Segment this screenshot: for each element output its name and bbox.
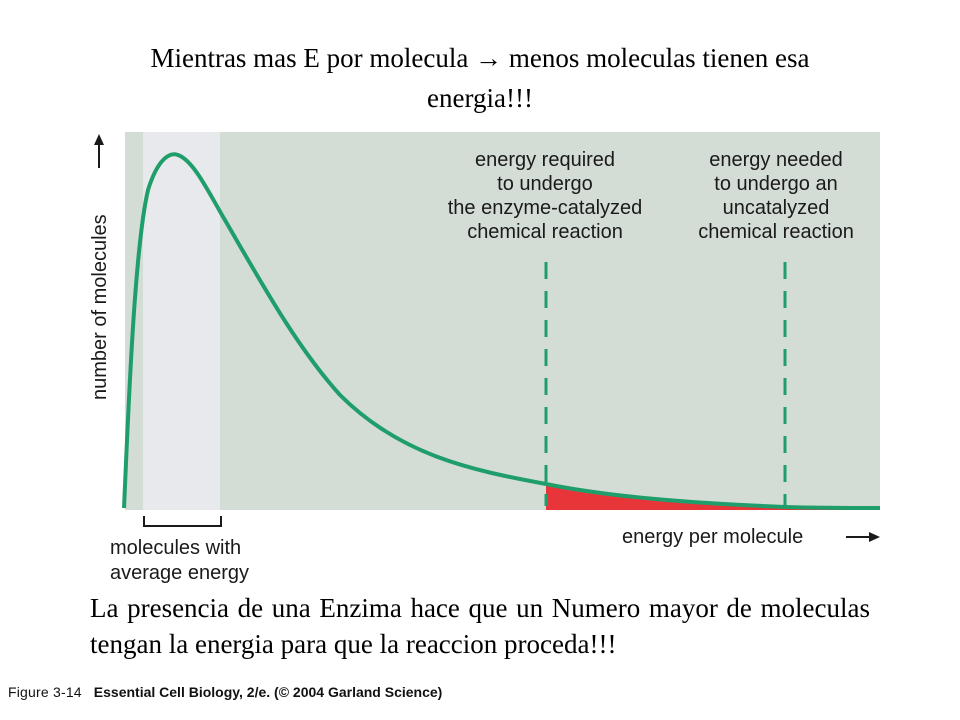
y-axis-label: number of molecules bbox=[89, 214, 111, 400]
x-axis-label: energy per molecule bbox=[622, 526, 803, 548]
title-text-2: menos moleculas tienen esa bbox=[508, 43, 810, 73]
energy-distribution-curve bbox=[122, 152, 881, 510]
average-label-line-1: molecules with bbox=[110, 537, 241, 559]
average-energy-bracket bbox=[143, 516, 222, 527]
average-label-line-2: average energy bbox=[110, 562, 249, 584]
slide-caption: La presencia de una Enzima hace que un N… bbox=[90, 593, 870, 659]
figure-number: Figure 3-14 bbox=[8, 684, 82, 700]
catalyzed-shaded-area bbox=[546, 484, 880, 510]
slide-title: Mientras mas E por molecula → menos mole… bbox=[60, 38, 900, 118]
title-text-1: Mientras mas E por molecula bbox=[150, 43, 469, 73]
plot-background bbox=[125, 132, 880, 510]
right-arrow-icon: → bbox=[475, 43, 503, 73]
catalyzed-label-line-1: energy required bbox=[475, 149, 615, 171]
uncatalyzed-label-line-1: energy needed bbox=[709, 149, 842, 171]
catalyzed-label-line-4: chemical reaction bbox=[467, 221, 623, 243]
uncatalyzed-label-line-3: uncatalyzed bbox=[723, 197, 830, 219]
catalyzed-label-line-3: the enzyme-catalyzed bbox=[448, 197, 643, 219]
title-text-3: energia!!! bbox=[427, 83, 533, 113]
y-axis-arrow-icon bbox=[94, 134, 104, 168]
figure-source: Essential Cell Biology, 2/e. (© 2004 Gar… bbox=[93, 684, 443, 700]
x-axis-arrow-icon bbox=[846, 532, 880, 542]
uncatalyzed-label-line-4: chemical reaction bbox=[698, 221, 854, 243]
uncatalyzed-label-line-2: to undergo an bbox=[714, 173, 837, 195]
average-energy-band bbox=[143, 132, 220, 510]
catalyzed-label-line-2: to undergo bbox=[497, 173, 593, 195]
figure-credit: Figure 3-14 Essential Cell Biology, 2/e. … bbox=[8, 684, 442, 700]
